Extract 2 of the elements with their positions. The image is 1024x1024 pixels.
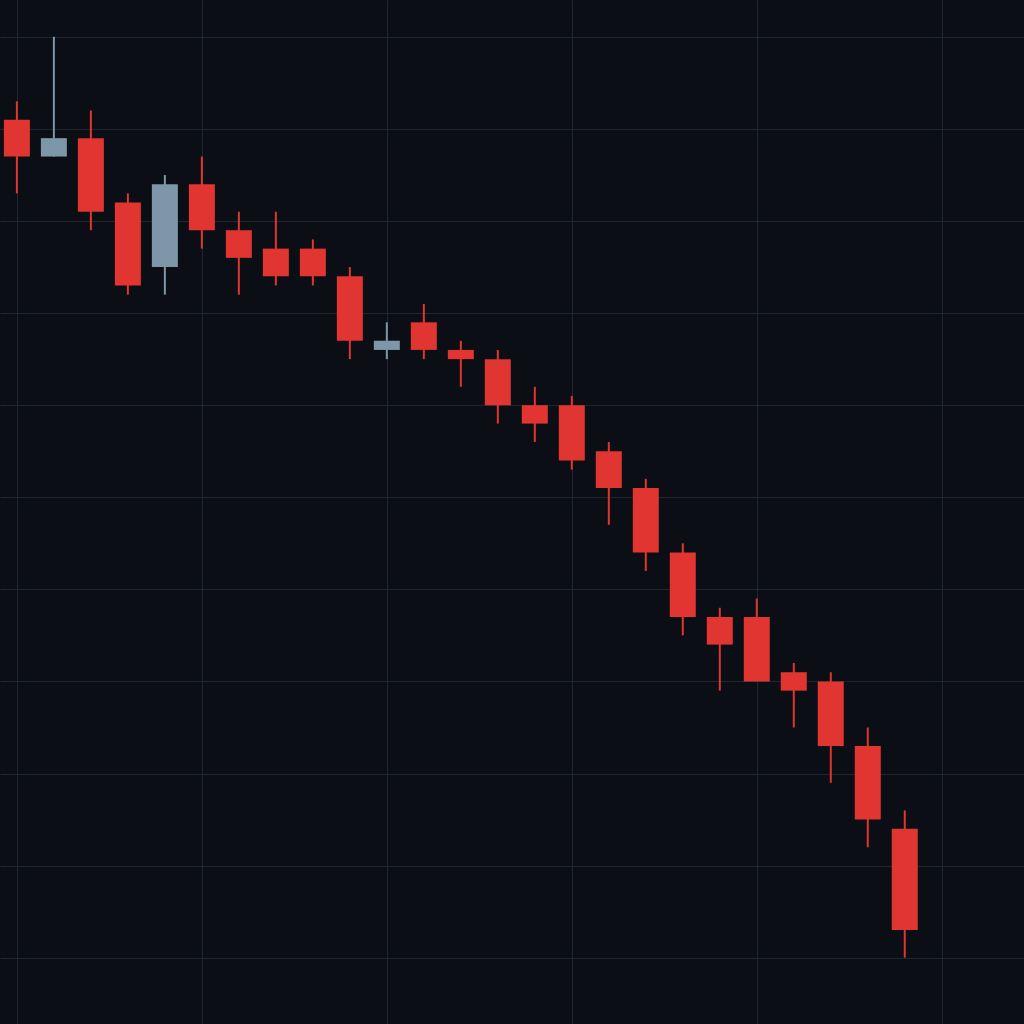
candlestick	[373, 321, 400, 361]
candlestick	[447, 339, 474, 388]
